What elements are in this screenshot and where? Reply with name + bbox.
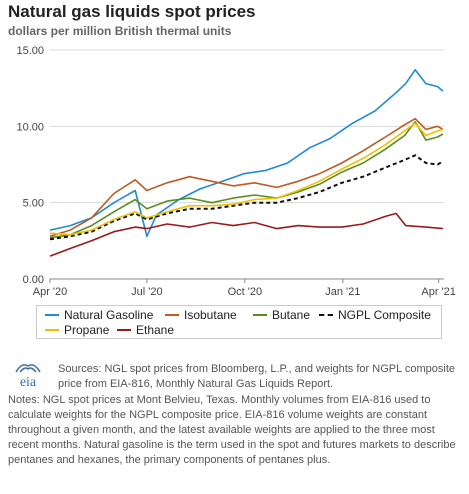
series-line-ethane xyxy=(49,212,443,257)
x-tick-label: Apr '21 xyxy=(421,286,456,298)
legend-item-natural-gasoline: Natural Gasoline xyxy=(45,308,153,322)
legend-item-ngpl-composite: NGPL Composite xyxy=(319,308,431,322)
notes-text: Notes: NGL spot prices at Mont Belvieu, … xyxy=(8,394,456,466)
legend-swatch-isobutane xyxy=(165,314,179,316)
y-tick-label: 0.00 xyxy=(23,274,44,286)
legend-swatch-propane xyxy=(45,329,59,331)
y-tick-label: 15.00 xyxy=(16,45,44,57)
series-lines xyxy=(49,68,444,257)
y-tick-label: 10.00 xyxy=(16,121,44,133)
series-line-natural-gasoline xyxy=(49,68,444,238)
legend-item-ethane: Ethane xyxy=(117,323,174,337)
x-tick-label: Oct '20 xyxy=(228,286,263,298)
legend-label: Isobutane xyxy=(184,308,237,322)
logo-arc-inner xyxy=(19,367,37,373)
legend-label: Ethane xyxy=(136,323,175,337)
y-axis-ticks: 0.00 5.00 10.00 15.00 xyxy=(16,45,44,286)
sources-text: Sources: NGL spot prices from Bloomberg,… xyxy=(58,363,455,390)
x-axis-ticks: Apr '20 Jul '20 Oct '20 Jan '21 Apr '21 xyxy=(33,279,456,298)
legend-item-isobutane: Isobutane xyxy=(165,308,237,322)
eia-logo: eia xyxy=(15,364,41,390)
legend-label: Natural Gasoline xyxy=(64,308,154,322)
line-chart: 0.00 5.00 10.00 15.00 Apr '20 Jul '20 Oct '20… xyxy=(16,45,456,298)
logo-arc-outer xyxy=(15,364,41,373)
logo-text: eia xyxy=(20,375,37,390)
grid-lines xyxy=(50,49,444,280)
y-tick-label: 5.00 xyxy=(23,198,44,210)
x-tick-label: Jul '20 xyxy=(131,286,162,298)
legend-swatch-ngpl-composite xyxy=(319,314,333,316)
legend-swatch-natural-gasoline xyxy=(45,314,59,316)
legend-label: NGPL Composite xyxy=(338,308,431,322)
legend-item-butane: Butane xyxy=(253,308,310,322)
x-tick-label: Apr '20 xyxy=(33,286,68,298)
legend-swatch-butane xyxy=(253,314,267,316)
series-line-butane xyxy=(49,121,444,239)
chart-title: Natural gas liquids spot prices xyxy=(8,2,256,21)
x-tick-label: Jan '21 xyxy=(325,286,360,298)
legend-item-propane: Propane xyxy=(45,323,109,337)
series-line-ngpl-composite xyxy=(49,154,444,241)
chart-subtitle: dollars per million British thermal unit… xyxy=(8,24,232,38)
series-line-isobutane xyxy=(49,117,444,238)
legend-label: Propane xyxy=(64,323,110,337)
chart-legend: Natural Gasoline Isobutane Butane NGPL C… xyxy=(36,305,442,339)
series-line-propane xyxy=(49,122,444,236)
legend-swatch-ethane xyxy=(117,329,131,331)
legend-label: Butane xyxy=(272,308,311,322)
